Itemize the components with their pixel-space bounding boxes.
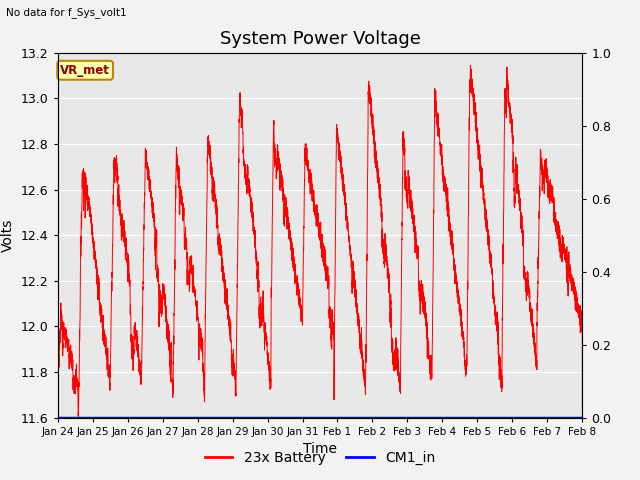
Title: System Power Voltage: System Power Voltage [220,30,420,48]
CM1_in [395,415,403,420]
CM1_in [579,415,586,420]
Legend: 23x Battery, CM1_in: 23x Battery, CM1_in [199,445,441,471]
23x Battery [149,200,157,205]
Text: VR_met: VR_met [60,64,110,77]
23x Battery [579,415,586,420]
CM1_in [149,415,157,420]
CM1_in [485,415,493,420]
23x Battery [75,415,83,420]
CM1_in [254,415,262,420]
CM1_in [54,415,61,420]
CM1_in [369,415,376,420]
23x Battery [369,116,376,122]
23x Battery [54,383,61,389]
23x Battery [486,235,493,240]
23x Battery [445,222,453,228]
X-axis label: Time: Time [303,442,337,456]
Y-axis label: Volts: Volts [1,218,15,252]
23x Battery [254,259,262,264]
Line: 23x Battery: 23x Battery [58,65,582,418]
23x Battery [467,62,474,68]
Text: No data for f_Sys_volt1: No data for f_Sys_volt1 [6,7,127,18]
23x Battery [395,373,403,379]
CM1_in [445,415,453,420]
